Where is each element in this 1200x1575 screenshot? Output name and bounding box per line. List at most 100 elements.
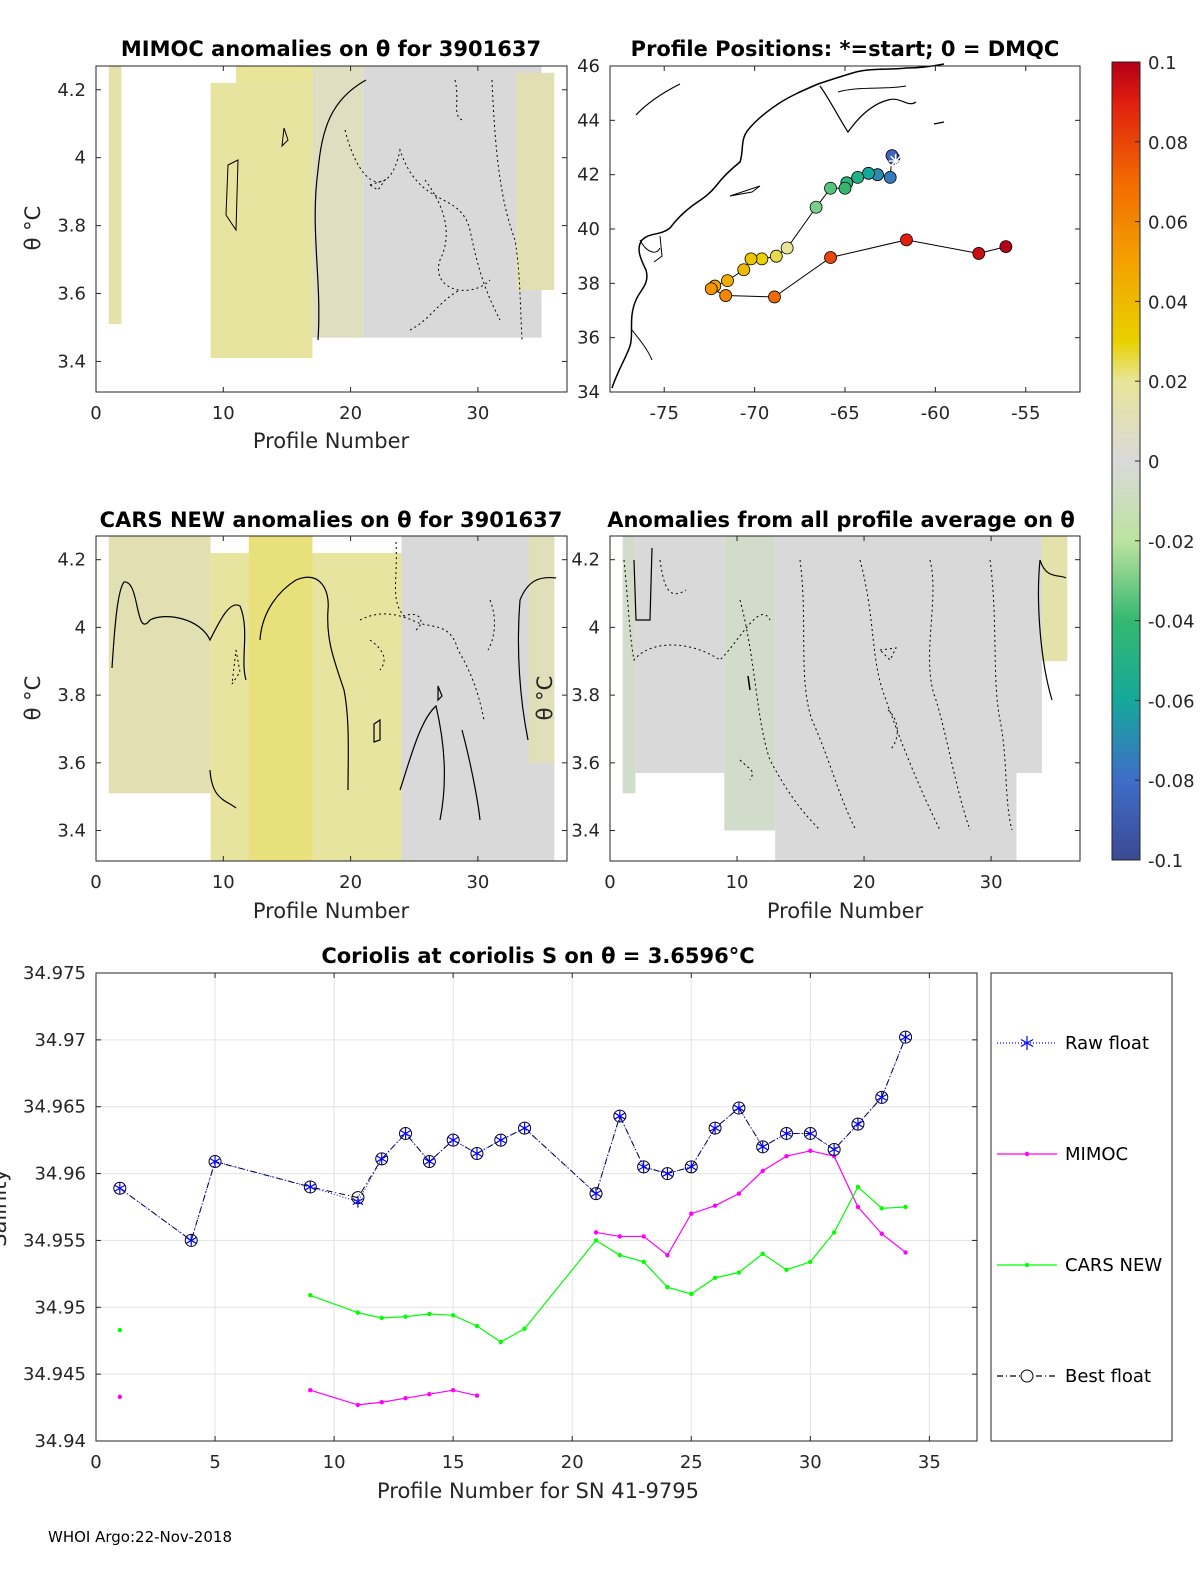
cars-contours [111,541,557,821]
y-tick-label: 3.8 [571,685,600,706]
avg-anomaly-panel: 0 10 20 30 3.4 3.6 3.8 4 4.2 Anomalies from all… [533,508,1081,923]
avg-title: Anomalies from all profile average on θ [607,508,1075,532]
y-tick-label: 4.2 [57,80,86,101]
cars-new-point [689,1291,694,1297]
y-tick-label: 34 [577,382,600,403]
mimoc-point [379,1400,384,1405]
colorbar-tick-label: -0.02 [1148,532,1195,553]
legend-label: CARS NEW [1065,1255,1162,1276]
raw-float-marker [757,1140,769,1153]
x-tick-label: -75 [650,403,679,424]
start-marker [888,154,903,169]
y-tick-label: 3.4 [571,821,600,842]
x-tick-label: -55 [1011,403,1040,424]
y-tick-label: 4 [75,617,86,638]
y-tick-label: 34.945 [23,1364,86,1385]
coastline [611,63,945,389]
colorbar-tick-label: 0.02 [1148,372,1188,393]
heatmap-cell [248,536,313,861]
salinity-legend: Raw float MIMOC CARS NEW Best float [990,972,1173,1442]
profile-position-point [704,282,718,296]
mimoc-x-label: Profile Number [253,429,410,453]
y-tick-label: 3.6 [571,753,600,774]
cars-y-label: θ °C [21,676,45,721]
avg-x-ticks: 0 10 20 30 [604,536,1003,893]
avg-y-ticks: 3.4 3.6 3.8 4 4.2 [571,550,1080,842]
colorbar-tick-label: 0 [1148,452,1159,473]
cars-title: CARS NEW anomalies on θ for 3901637 [100,508,563,532]
x-tick-label: 0 [90,1452,101,1473]
cars-new-point [355,1310,361,1315]
footer-stamp: WHOI Argo:22-Nov-2018 [48,1528,232,1546]
legend-marker-raw [1020,1038,1034,1048]
heatmap-cell [528,536,555,763]
profile-position-point [883,170,897,184]
mimoc-contours [225,79,523,341]
mimoc-point [593,1230,599,1235]
cars-new-point [474,1323,480,1329]
raw-float-marker [876,1091,888,1104]
cars-new-point [831,1230,837,1235]
profile-position-point [755,252,769,266]
cars-new-point [855,1184,861,1190]
mimoc-point [355,1402,361,1408]
heatmap-cell [516,72,555,291]
raw-float-marker [423,1155,435,1168]
best-float-line [119,1036,907,1242]
profile-position-point [972,247,986,260]
profile-positions-panel: -75 -70 -65 -60 -55 34 36 38 40 42 44 46 Profile P… [577,37,1081,424]
raw-float-marker [781,1127,793,1140]
mimoc-title: MIMOC anomalies on θ for 3901637 [121,37,541,61]
x-tick-label: 30 [466,872,489,893]
colorbar: 0.1 0.08 0.06 0.04 0.02 0 -0.02 -0.04 -0.06 -0.08… [1111,53,1195,872]
mimoc-y-label: θ °C [21,206,45,251]
map-y-ticks: 34 36 38 40 42 44 46 [577,56,1080,403]
raw-float-marker [733,1102,745,1115]
y-tick-label: 3.6 [57,753,86,774]
raw-float-line [119,1036,907,1242]
salinity-x-ticks: 0 5 10 15 20 25 30 35 [90,973,941,1473]
heatmap-cell [108,536,211,794]
cars-new-point [450,1313,456,1318]
y-tick-label: 3.4 [57,351,86,372]
salinity-axes-frame [95,972,978,1442]
x-tick-label: 30 [466,403,489,424]
y-tick-label: 38 [577,273,600,294]
x-tick-label: 0 [90,403,101,424]
salinity-x-label: Profile Number for SN 41-9795 [377,1479,699,1503]
y-tick-label: 4 [75,148,86,169]
x-tick-label: 10 [212,872,235,893]
mimoc-point [784,1153,789,1159]
mimoc-point [808,1148,813,1154]
x-tick-label: 0 [90,872,101,893]
cars-new-point [712,1275,718,1281]
heatmap-cell [635,536,725,773]
y-tick-label: 40 [577,219,600,240]
raw-float-marker [900,1031,912,1044]
mimoc-point [427,1392,432,1397]
y-tick-label: 46 [577,56,600,77]
mimoc-point [117,1394,123,1400]
heatmap-cell [108,66,122,325]
profile-position-point [780,241,794,255]
x-tick-label: 30 [799,1452,822,1473]
cars-new-point [308,1293,313,1298]
y-tick-label: 34.965 [23,1097,86,1118]
start-star-ray [890,155,902,167]
colorbar-tick-label: -0.04 [1148,612,1195,633]
salinity-y-ticks: 34.94 34.945 34.95 34.955 34.96 34.965 34.97 34… [23,963,977,1452]
mimoc-axes-frame [95,65,568,393]
mimoc-point [403,1396,408,1401]
heatmap-cell [1041,536,1068,662]
mimoc-x-ticks: 0 10 20 30 [90,66,489,424]
cars-new-point [665,1285,670,1290]
y-tick-label: 34.94 [34,1431,86,1452]
raw-float-marker [590,1187,602,1200]
y-tick-label: 42 [577,165,600,186]
x-tick-label: 20 [561,1452,584,1473]
raw-float-marker [709,1122,721,1135]
avg-heatmap [622,536,1068,861]
y-tick-label: 34.97 [34,1030,86,1051]
mimoc-point [736,1191,742,1196]
